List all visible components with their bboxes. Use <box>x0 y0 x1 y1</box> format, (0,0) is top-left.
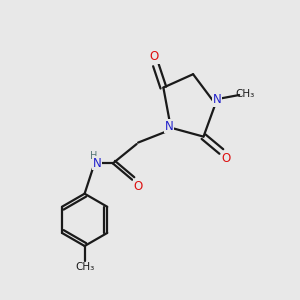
Text: N: N <box>165 120 174 133</box>
Text: O: O <box>134 180 143 193</box>
Text: O: O <box>221 152 230 164</box>
Text: H: H <box>90 151 97 161</box>
Text: N: N <box>212 93 221 106</box>
Text: CH₃: CH₃ <box>236 88 255 98</box>
Text: O: O <box>150 50 159 64</box>
Text: CH₃: CH₃ <box>75 262 94 272</box>
Text: N: N <box>93 157 101 170</box>
